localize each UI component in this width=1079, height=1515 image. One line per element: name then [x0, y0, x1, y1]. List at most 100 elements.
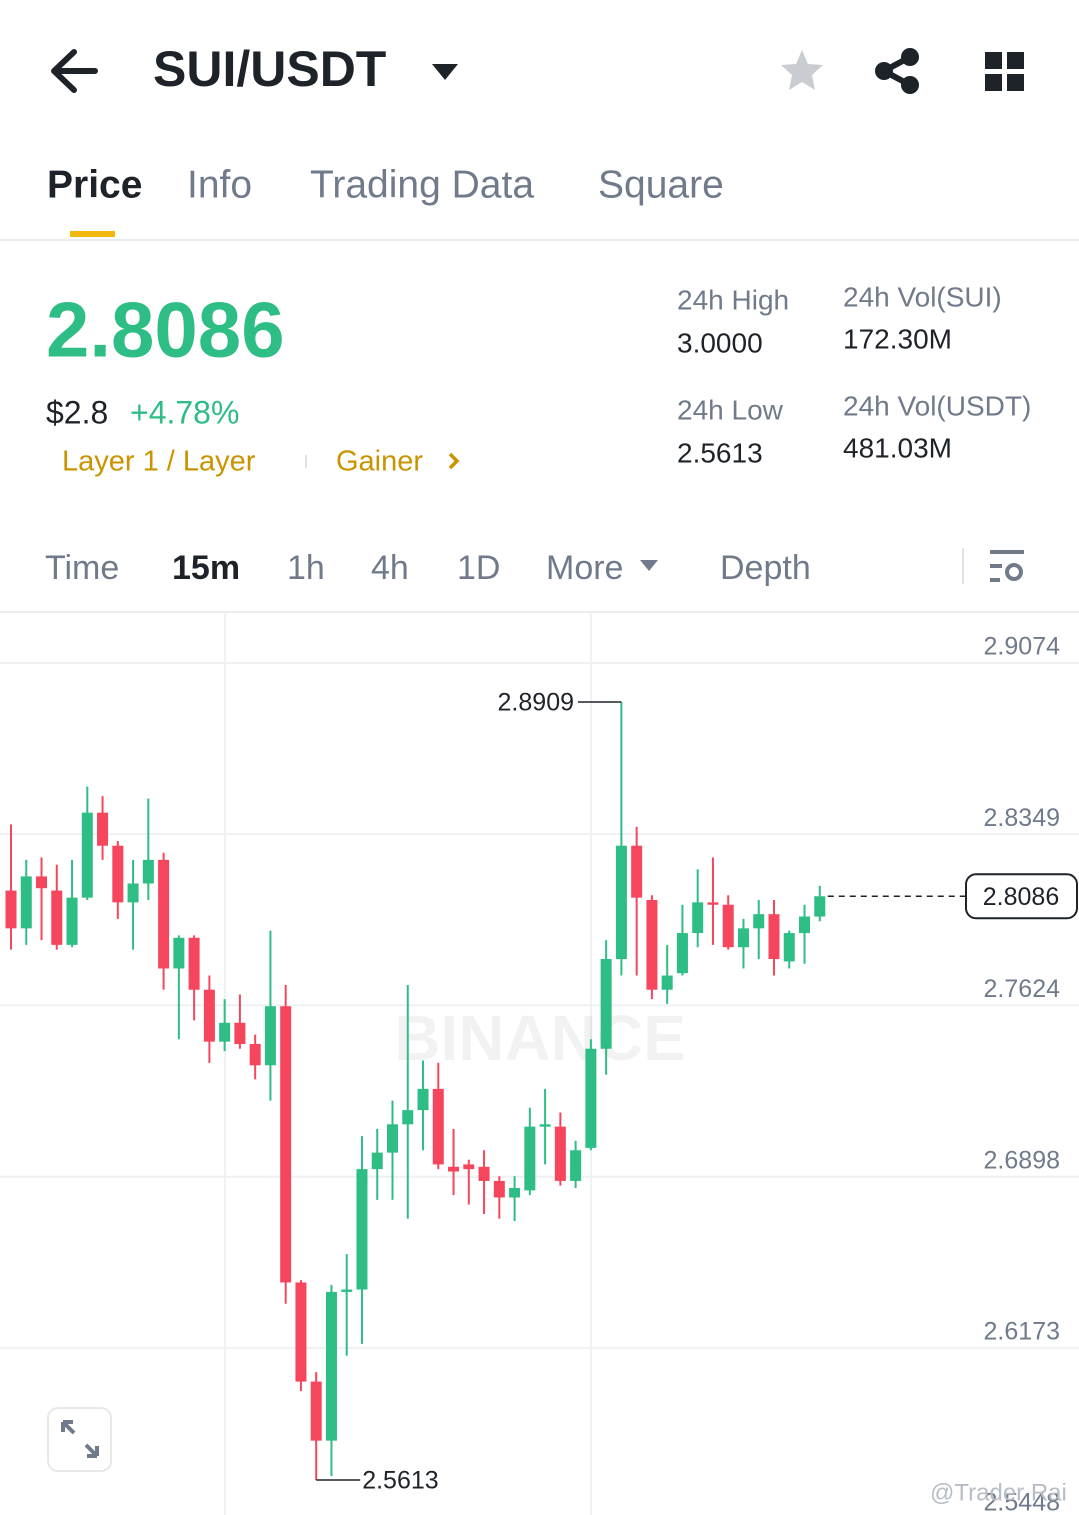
pair-dropdown[interactable]: [432, 64, 458, 80]
candle-body: [737, 928, 749, 948]
tab[interactable]: Square: [598, 163, 724, 206]
candle-body: [234, 1022, 246, 1045]
candle-body: [463, 1164, 475, 1170]
interval[interactable]: Depth: [720, 549, 811, 587]
candle-body: [97, 812, 109, 846]
candle-body: [432, 1088, 444, 1165]
candle-body: [768, 914, 780, 960]
candle-body: [417, 1088, 429, 1111]
candle-body: [325, 1291, 337, 1441]
expand-icon: [61, 1420, 99, 1458]
candle-body: [478, 1166, 490, 1181]
candle-body: [722, 904, 734, 948]
candle-body: [692, 902, 704, 934]
candle-body: [585, 1048, 597, 1148]
stat-label: 24h Vol(USDT): [843, 390, 1031, 421]
candle-body: [600, 959, 612, 1049]
tag-chevron: [448, 452, 460, 470]
candle-body: [310, 1381, 322, 1441]
chart-settings[interactable]: [990, 550, 1024, 582]
interval[interactable]: 1D: [457, 549, 500, 587]
interval[interactable]: Time: [45, 549, 119, 587]
expand-box: [47, 1407, 112, 1472]
candle-body: [570, 1150, 582, 1181]
candle-body: [219, 1022, 231, 1042]
candle-body: [20, 876, 32, 929]
stat-value: 3.0000: [677, 327, 763, 358]
candle-body: [356, 1169, 368, 1290]
expand-button[interactable]: [47, 1407, 112, 1472]
candle-body: [753, 914, 765, 929]
grid-cell: [985, 52, 1002, 69]
tab[interactable]: Price: [47, 163, 142, 206]
tab[interactable]: Trading Data: [310, 163, 534, 206]
watermark: @Trader Rai: [930, 1479, 1067, 1506]
candle-body: [799, 916, 811, 934]
stat-value: 481.03M: [843, 432, 952, 463]
interval[interactable]: More: [546, 549, 623, 587]
candle-body: [402, 1110, 414, 1125]
candle-body: [615, 845, 627, 960]
candle-body: [249, 1044, 261, 1066]
interval[interactable]: 1h: [287, 549, 325, 587]
pair-title[interactable]: SUI/USDT: [153, 41, 386, 97]
candle-body: [814, 896, 826, 917]
candle-body: [539, 1124, 551, 1127]
interval[interactable]: 15m: [172, 549, 240, 587]
candle-body: [631, 845, 643, 898]
candle-body: [554, 1126, 566, 1181]
candle-body: [295, 1282, 307, 1382]
y-tick-label: 2.6898: [984, 1146, 1060, 1174]
candle-body: [341, 1289, 353, 1292]
stat-label: 24h High: [677, 284, 789, 315]
grid-cell: [1007, 74, 1024, 91]
stat-label: 24h Vol(SUI): [843, 281, 1002, 312]
tag[interactable]: Layer 1 / Layer: [62, 446, 256, 478]
candle-body: [203, 989, 215, 1042]
share-dot: [901, 48, 919, 66]
candle-body: [5, 890, 17, 929]
stat-value: 2.5613: [677, 437, 763, 468]
candle-body: [387, 1124, 398, 1153]
share-button[interactable]: [875, 48, 919, 94]
y-tick-label: 2.6173: [984, 1317, 1060, 1345]
chart-watermark: BINANCE: [394, 1002, 686, 1074]
stat-label: 24h Low: [677, 394, 784, 425]
tab-indicator: [70, 231, 115, 237]
grid-cell: [1007, 52, 1024, 69]
chart-layer: 2.9074 2.8349 2.7624 2.6898 2.6173 2.5448 2.89…: [0, 633, 1079, 1515]
back-arrow: [51, 49, 98, 93]
candle-body: [707, 902, 719, 905]
candle-body: [51, 890, 63, 945]
tab[interactable]: Info: [187, 163, 252, 206]
interval[interactable]: 4h: [371, 549, 409, 587]
candle-body: [112, 845, 124, 903]
candle-body: [81, 812, 93, 898]
icon-gear: [1005, 563, 1023, 581]
candle-body: [142, 859, 154, 884]
high-label: 2.8909: [498, 689, 574, 717]
candle-body: [524, 1126, 536, 1191]
candle-body: [66, 897, 78, 945]
share-dot: [875, 62, 893, 80]
candle-body: [127, 883, 139, 903]
candle-body: [509, 1188, 521, 1198]
back-button[interactable]: [51, 49, 98, 93]
candle-body: [661, 975, 673, 990]
candle-body: [264, 1006, 276, 1066]
y-tick-label: 2.8349: [984, 804, 1060, 832]
candle-body: [676, 933, 688, 974]
candle-body: [646, 900, 658, 990]
candle-body: [188, 937, 200, 990]
y-tick-label: 2.7624: [984, 975, 1061, 1003]
menu-grid[interactable]: [985, 52, 1024, 91]
candle-body: [448, 1166, 460, 1172]
candle-body: [493, 1180, 505, 1198]
grid-cell: [985, 74, 1002, 91]
candle-body: [280, 1006, 292, 1283]
tag[interactable]: Gainer: [336, 446, 423, 478]
favorite-star[interactable]: [781, 50, 823, 90]
more-dropdown: [640, 560, 658, 571]
